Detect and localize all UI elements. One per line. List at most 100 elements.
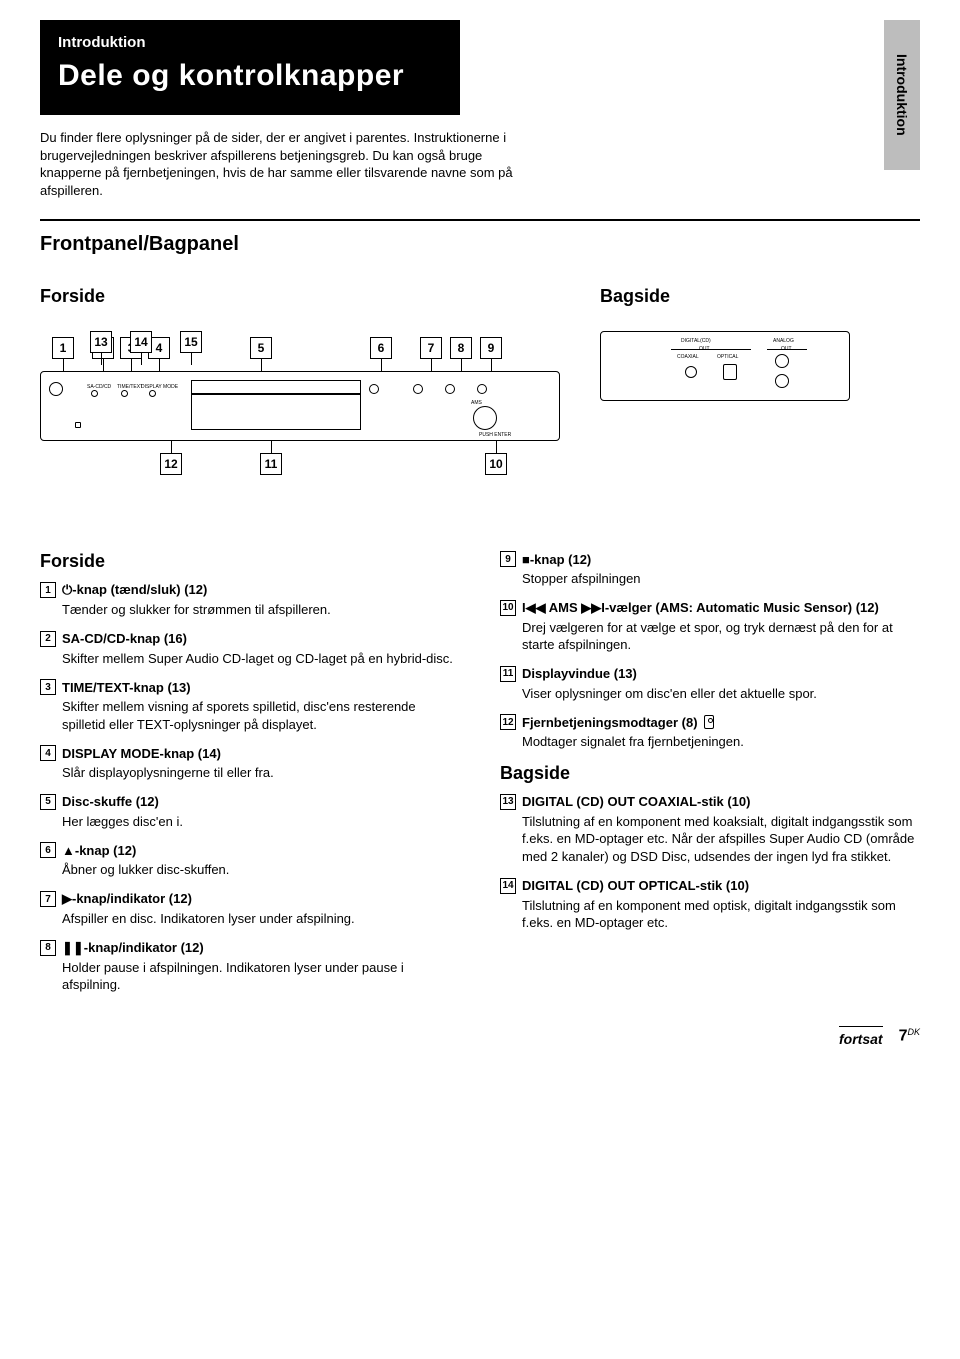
lead-line — [191, 353, 192, 365]
callout: 5 — [250, 337, 272, 371]
display-window-icon — [191, 394, 361, 430]
item-head: 6 ▲-knap (12) — [40, 842, 460, 858]
intro-paragraph: Du finder flere oplysninger på de sider,… — [40, 129, 520, 199]
description-columns: Forside 1⏻-knap (tænd/sluk) (12)Tænder o… — [40, 551, 920, 1005]
item-number: 13 — [500, 794, 516, 810]
back-panel-block: Bagside 131415 DIGITAL(CD) OUT COAXIAL O… — [600, 286, 920, 481]
back-device-drawing: DIGITAL(CD) OUT COAXIAL OPTICAL ANALOG O… — [600, 331, 850, 401]
remote-icon — [704, 715, 714, 729]
item-title: ▶-knap/indikator (12) — [62, 891, 192, 907]
header-title: Dele og kontrolknapper — [58, 59, 442, 93]
callout-number: 14 — [130, 331, 152, 353]
list-item: 6 ▲-knap (12) Åbner og lukker disc-skuffen… — [40, 842, 460, 879]
item-number: 3 — [40, 679, 56, 695]
list-item: 1⏻-knap (tænd/sluk) (12)Tænder og slukke… — [40, 582, 460, 619]
item-head: 9 ■-knap (12) — [500, 551, 920, 567]
section-heading: Frontpanel/Bagpanel — [40, 233, 920, 256]
item-head: 4 DISPLAY MODE-knap (14) — [40, 745, 460, 761]
diagram-row: Forside 123456789 SA-CD/CD TIME/TEXT DIS… — [40, 286, 920, 481]
label-ams: AMS — [471, 400, 482, 406]
item-body: Holder pause i afspilningen. Indikatoren… — [62, 959, 460, 994]
item-number: 12 — [500, 714, 516, 730]
ir-sensor-icon — [75, 422, 81, 428]
lead-line — [381, 359, 382, 371]
callout-number: 15 — [180, 331, 202, 353]
optical-jack-icon — [723, 364, 737, 380]
item-number: 9 — [500, 551, 516, 567]
item-title: DISPLAY MODE-knap (14) — [62, 746, 221, 761]
list-item: 7 ▶-knap/indikator (12) Afspiller en disc.… — [40, 891, 460, 928]
item-title: ▲-knap (12) — [62, 843, 136, 858]
callout: 6 — [370, 337, 392, 371]
callout-number: 5 — [250, 337, 272, 359]
callout: 15 — [180, 331, 202, 365]
analog-jack-icon — [775, 374, 789, 388]
callout: 10 — [485, 441, 507, 475]
list-item: 8 ❚❚-knap/indikator (12) Holder pause i af… — [40, 940, 460, 994]
dot-icon — [149, 390, 156, 397]
list-item: 14DIGITAL (CD) OUT OPTICAL-stik (10)Tils… — [500, 878, 920, 932]
item-title: Disc-skuffe (12) — [62, 794, 159, 809]
coaxial-jack-icon — [685, 366, 697, 378]
list-item: 11Displayvindue (13)Viser oplysninger om… — [500, 666, 920, 703]
item-body: Her lægges disc'en i. — [62, 813, 460, 831]
label-coaxial: COAXIAL — [677, 354, 699, 360]
eject-button-icon — [369, 384, 379, 394]
item-number: 8 — [40, 940, 56, 956]
front-device-drawing: SA-CD/CD TIME/TEXT DISPLAY MODE AMS PUSH… — [40, 371, 560, 441]
callout: 9 — [480, 337, 502, 371]
callout: 12 — [160, 441, 182, 475]
item-body: Modtager signalet fra fjernbetjeningen. — [522, 733, 920, 751]
dot-icon — [121, 390, 128, 397]
label-digitalcd: DIGITAL(CD) — [679, 338, 713, 344]
item-title: I◀◀ AMS ▶▶I-vælger (AMS: Automatic Music… — [522, 600, 879, 616]
callout: 7 — [420, 337, 442, 371]
lead-line — [271, 441, 272, 453]
back-label: Bagside — [600, 286, 920, 307]
callout: 11 — [260, 441, 282, 475]
item-title: ■-knap (12) — [522, 552, 591, 567]
item-title: ❚❚-knap/indikator (12) — [62, 940, 204, 956]
left-col-heading: Forside — [40, 551, 460, 572]
callout: 14 — [130, 331, 152, 365]
label-analogout: OUT — [781, 346, 792, 352]
front-panel-block: Forside 123456789 SA-CD/CD TIME/TEXT DIS… — [40, 286, 560, 481]
item-head: 2 SA-CD/CD-knap (16) — [40, 631, 460, 647]
list-item: 9■-knap (12)Stopper afspilningen — [500, 551, 920, 588]
label-displaymode: DISPLAY MODE — [141, 384, 178, 390]
lead-line — [141, 353, 142, 365]
item-number: 11 — [500, 666, 516, 682]
item-head: 12Fjernbetjeningsmodtager (8) — [500, 714, 920, 730]
item-head: 13DIGITAL (CD) OUT COAXIAL-stik (10) — [500, 794, 920, 810]
item-number: 6 — [40, 842, 56, 858]
page-lang: DK — [907, 1027, 920, 1037]
item-title: ⏻-knap (tænd/sluk) (12) — [62, 582, 207, 598]
item-number: 4 — [40, 745, 56, 761]
item-number: 7 — [40, 891, 56, 907]
lead-line — [261, 359, 262, 371]
lead-line — [171, 441, 172, 453]
pause-button-icon — [445, 384, 455, 394]
item-body: Åbner og lukker disc-skuffen. — [62, 861, 460, 879]
callout-number: 7 — [420, 337, 442, 359]
side-tab-text: Introduktion — [894, 54, 910, 136]
item-number: 5 — [40, 794, 56, 810]
item-number: 2 — [40, 631, 56, 647]
item-head: 10I◀◀ AMS ▶▶I-vælger (AMS: Automatic Mus… — [500, 600, 920, 616]
dot-icon — [91, 390, 98, 397]
item-title: SA-CD/CD-knap (16) — [62, 631, 187, 646]
lead-line — [431, 359, 432, 371]
callout-number: 12 — [160, 453, 182, 475]
callout: 13 — [90, 331, 112, 365]
item-head: 5 Disc-skuffe (12) — [40, 794, 460, 810]
item-body: Drej vælgeren for at vælge et spor, og t… — [522, 619, 920, 654]
list-item: 5 Disc-skuffe (12) Her lægges disc'en i. — [40, 794, 460, 831]
label-timetext: TIME/TEXT — [117, 384, 143, 390]
lead-line — [461, 359, 462, 371]
item-head: 1⏻-knap (tænd/sluk) (12) — [40, 582, 460, 598]
item-body: Afspiller en disc. Indikatoren lyser und… — [62, 910, 460, 928]
list-item: 13DIGITAL (CD) OUT COAXIAL-stik (10)Tils… — [500, 794, 920, 866]
play-button-icon — [413, 384, 423, 394]
front-bottom-callouts: 12 11 10 — [40, 441, 560, 481]
page-number: 7DK — [899, 1027, 920, 1046]
